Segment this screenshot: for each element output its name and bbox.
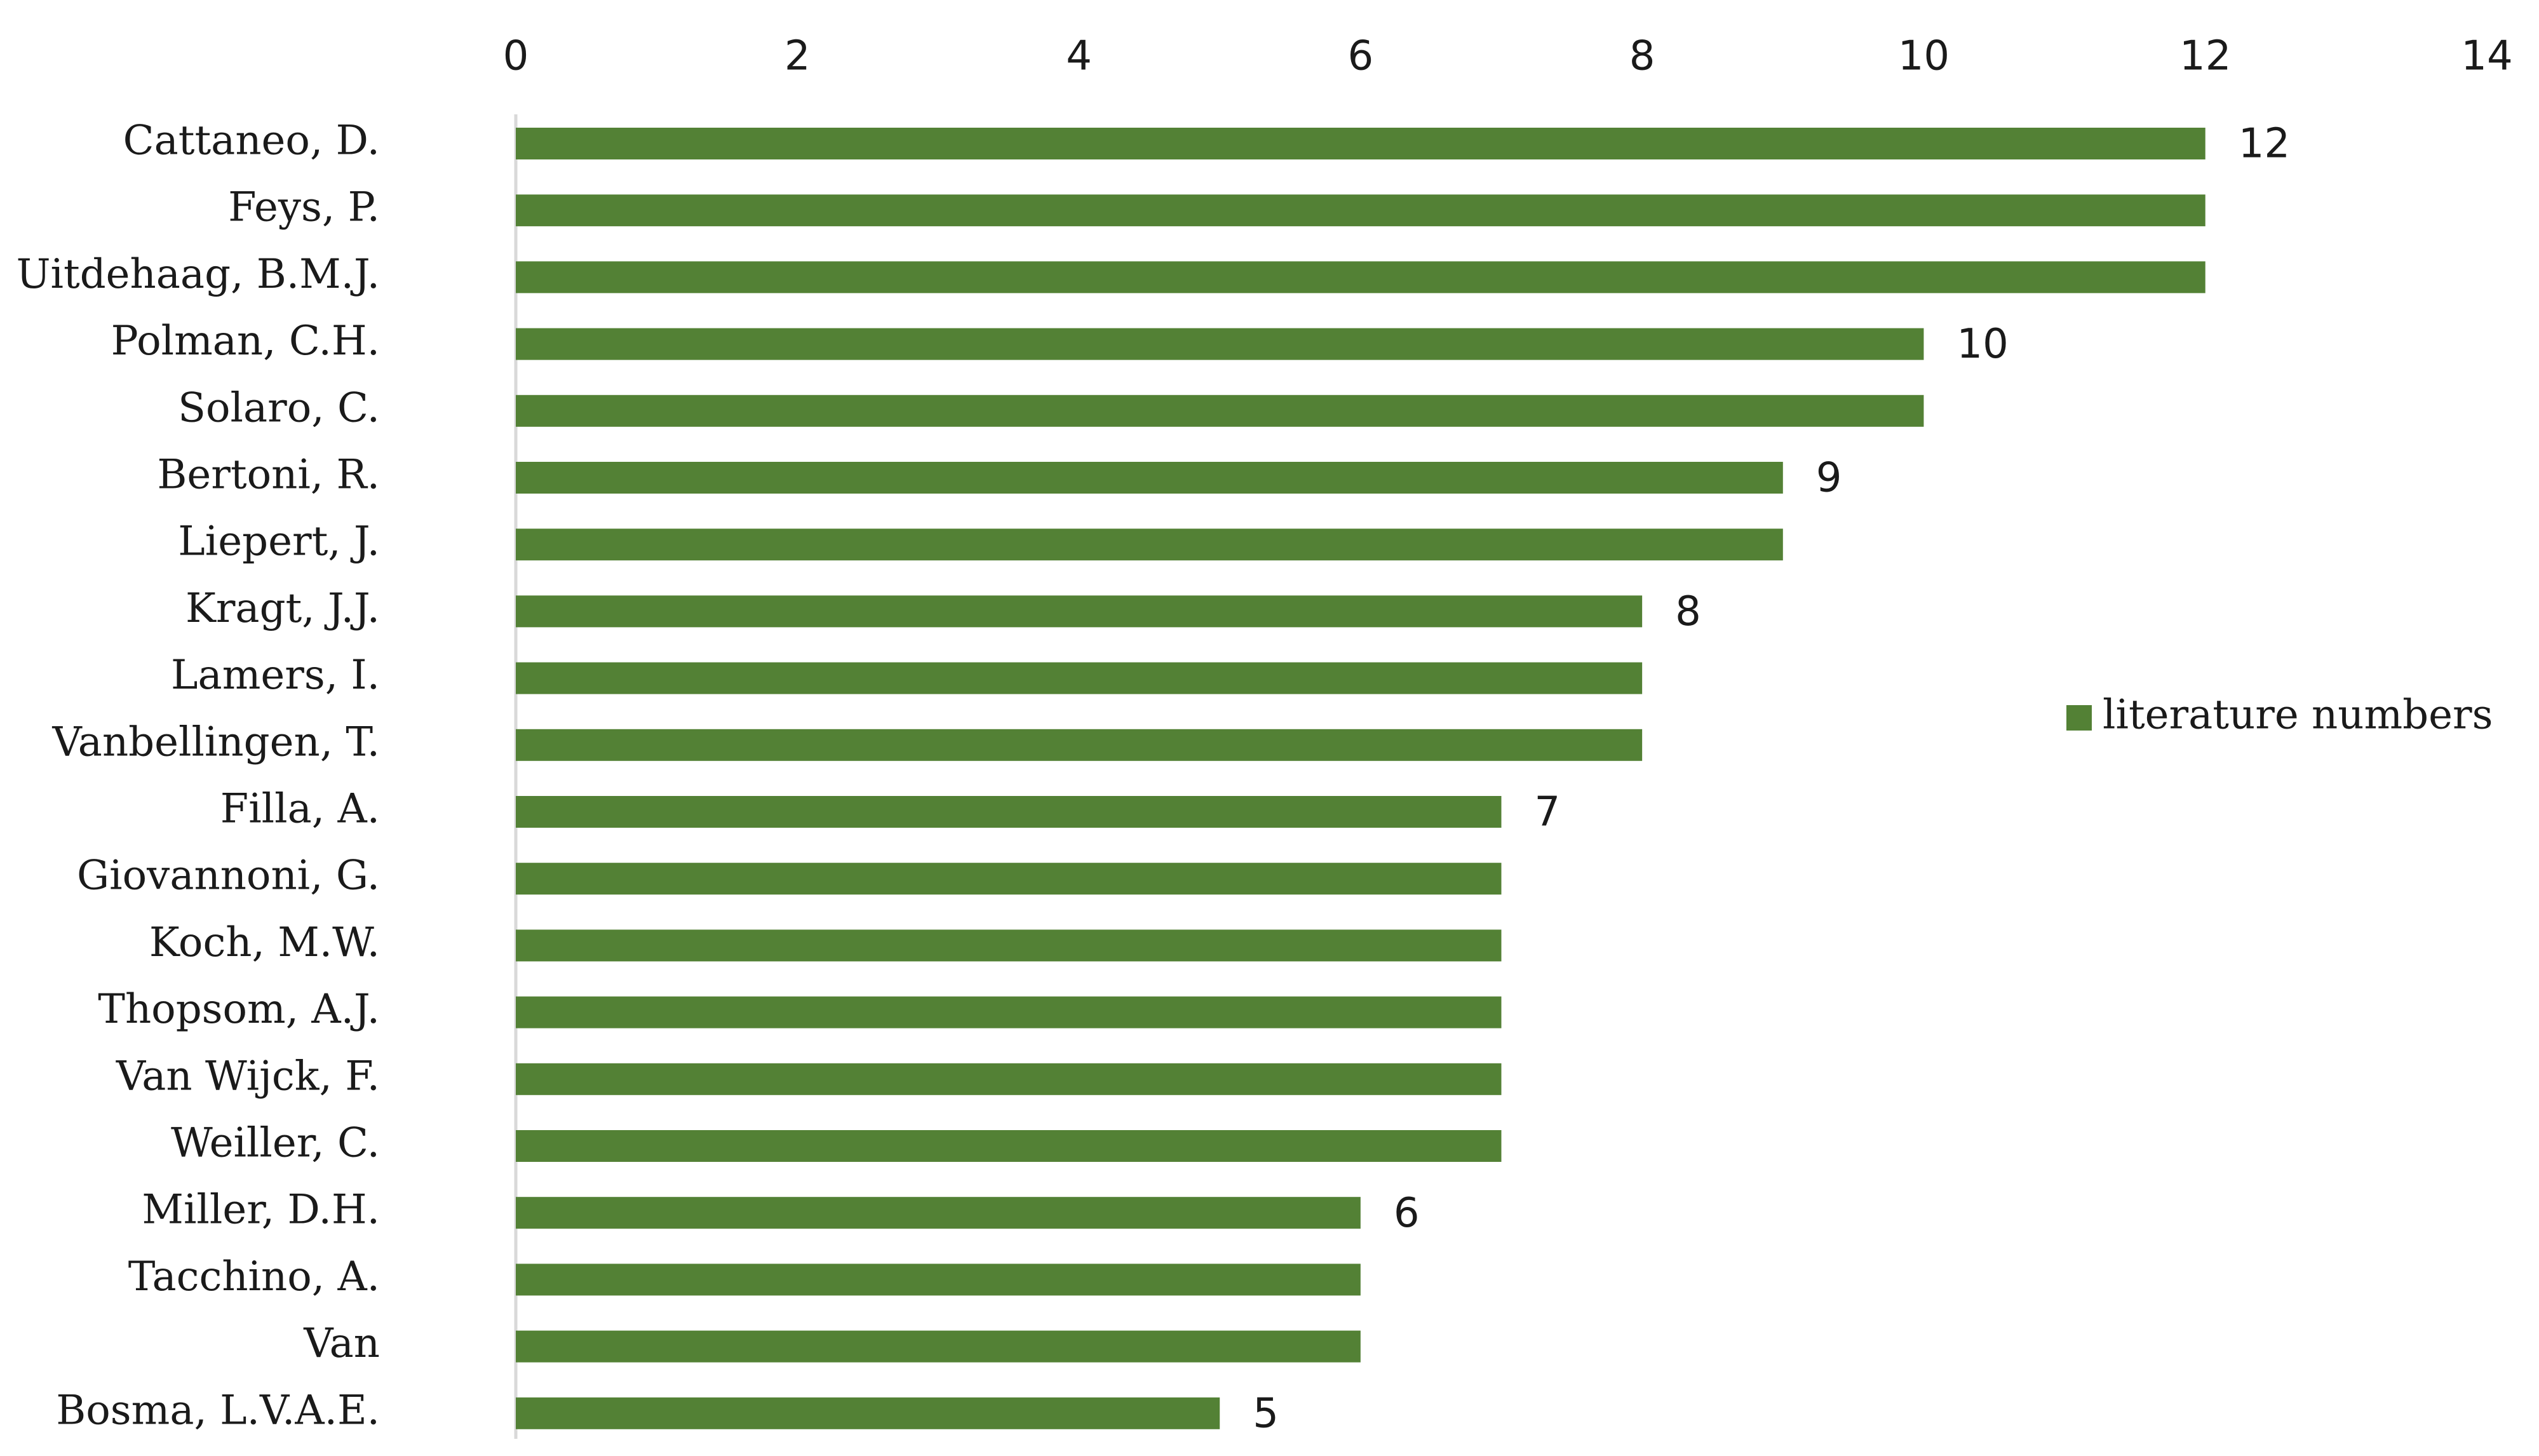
- legend: literature numbers: [2066, 692, 2493, 739]
- category-label-19: Bosma, L.V.A.E.: [56, 1387, 380, 1434]
- bar-16: [516, 1197, 1361, 1229]
- x-tick-label-6: 12: [2179, 33, 2231, 80]
- bar-0: [516, 128, 2206, 159]
- category-label-16: Miller, D.H.: [142, 1187, 380, 1234]
- bar-13: [516, 996, 1502, 1028]
- category-label-2: Uitdehaag, B.M.J.: [17, 251, 380, 298]
- data-label-7: 8: [1675, 588, 1701, 635]
- data-label-3: 10: [1956, 321, 2008, 368]
- data-label-19: 5: [1253, 1390, 1279, 1437]
- category-label-11: Giovannoni, G.: [77, 853, 380, 900]
- x-tick-label-0: 0: [503, 33, 529, 80]
- bar-5: [516, 462, 1783, 494]
- category-label-0: Cattaneo, D.: [123, 118, 380, 165]
- bar-10: [516, 796, 1502, 828]
- bar-8: [516, 662, 1643, 694]
- bar-17: [516, 1264, 1361, 1296]
- bar-2: [516, 261, 2206, 293]
- category-label-15: Weiller, C.: [171, 1120, 380, 1167]
- category-label-10: Filla, A.: [220, 786, 380, 833]
- category-label-8: Lamers, I.: [171, 652, 380, 699]
- category-label-6: Liepert, J.: [178, 518, 380, 565]
- x-tick-label-1: 2: [785, 33, 811, 80]
- x-tick-label-2: 4: [1066, 33, 1092, 80]
- x-tick-label-4: 8: [1629, 33, 1655, 80]
- bar-9: [516, 729, 1643, 761]
- x-tick-label-3: 6: [1347, 33, 1373, 80]
- category-label-14: Van Wijck, F.: [116, 1053, 380, 1100]
- bar-4: [516, 394, 1924, 427]
- data-label-0: 12: [2239, 121, 2290, 168]
- legend-swatch: [2066, 705, 2092, 731]
- category-label-18: Van: [303, 1320, 380, 1367]
- bar-18: [516, 1330, 1361, 1363]
- data-label-5: 9: [1816, 455, 1842, 502]
- category-label-1: Feys, P.: [228, 184, 380, 231]
- bar-19: [516, 1397, 1220, 1429]
- legend-label: literature numbers: [2103, 692, 2493, 739]
- bar-15: [516, 1130, 1502, 1162]
- data-labels: 12 10 9 8 7 6 5: [1253, 121, 2290, 1438]
- x-tick-label-7: 14: [2461, 33, 2512, 80]
- bar-6: [516, 529, 1783, 561]
- x-tick-label-5: 10: [1898, 33, 1950, 80]
- x-axis-ticks: 0 2 4 6 8 10 12 14: [503, 33, 2513, 80]
- bar-11: [516, 863, 1502, 895]
- category-labels: Cattaneo, D. Feys, P. Uitdehaag, B.M.J. Pol…: [17, 118, 380, 1434]
- bar-1: [516, 194, 2206, 227]
- bar-14: [516, 1063, 1502, 1095]
- bar-7: [516, 595, 1643, 628]
- bar-3: [516, 328, 1924, 360]
- bars: [516, 128, 2206, 1429]
- category-label-17: Tacchino, A.: [128, 1253, 380, 1300]
- category-label-3: Polman, C.H.: [111, 318, 380, 365]
- category-label-12: Koch, M.W.: [149, 919, 380, 966]
- category-label-9: Vanbellingen, T.: [51, 718, 380, 765]
- category-label-13: Thopsom, A.J.: [98, 986, 380, 1033]
- bar-12: [516, 929, 1502, 962]
- data-label-10: 7: [1535, 789, 1561, 836]
- category-label-7: Kragt, J.J.: [185, 585, 380, 632]
- data-label-16: 6: [1394, 1190, 1420, 1237]
- category-label-5: Bertoni, R.: [157, 452, 380, 499]
- category-label-4: Solaro, C.: [178, 384, 380, 431]
